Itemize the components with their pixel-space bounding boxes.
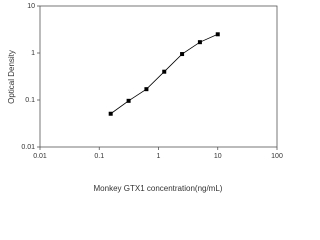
- x-tick-label: 10: [214, 153, 222, 160]
- point: [108, 111, 113, 116]
- x-tick-label: 0.01: [33, 153, 47, 160]
- point: [197, 40, 202, 45]
- plot-frame: [39, 5, 278, 148]
- point: [144, 87, 149, 92]
- x-tick-label: 0.1: [94, 153, 104, 160]
- y-tick-label: 0.1: [25, 97, 35, 104]
- point: [162, 69, 167, 74]
- x-tick-label: 1: [157, 153, 161, 160]
- y-tick-label: 10: [27, 3, 35, 10]
- chart: Monkey GTX1 concentration(ng/mL) Optical…: [7, 3, 283, 193]
- point: [126, 98, 131, 103]
- x-axis-label: Monkey GTX1 concentration(ng/mL): [94, 184, 223, 193]
- point: [180, 52, 185, 57]
- point: [215, 32, 220, 37]
- y-tick-label: 1: [31, 50, 35, 57]
- y-tick-label: 0.01: [21, 144, 35, 151]
- y-axis-label: Optical Density: [7, 50, 16, 104]
- x-tick-label: 100: [271, 153, 283, 160]
